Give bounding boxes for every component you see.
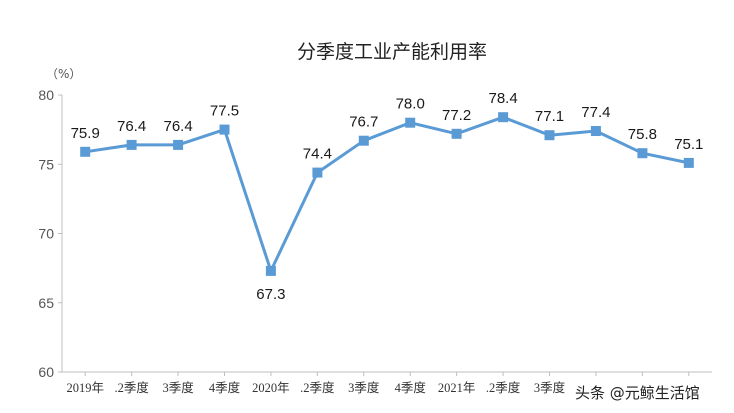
data-label: 67.3: [256, 286, 285, 303]
data-label: 76.7: [349, 114, 378, 131]
y-tick-labels: 60 65 70 75 80: [38, 87, 62, 380]
y-tick-label: 80: [38, 87, 54, 103]
data-point: [80, 146, 91, 157]
data-point: [498, 112, 509, 123]
x-tick-label: .2季度: [114, 380, 149, 395]
axes: [61, 95, 712, 373]
data-label: 78.0: [396, 96, 425, 113]
series-line: [84, 115, 690, 273]
y-tick-label: 65: [38, 295, 54, 311]
data-label: 76.4: [117, 118, 146, 135]
data-point: [451, 128, 462, 139]
x-tick-label: 3季度: [534, 380, 566, 395]
data-label: 75.9: [71, 125, 100, 142]
data-point: [544, 130, 555, 141]
data-label: 74.4: [303, 146, 332, 163]
x-tick-label: 2021年: [438, 381, 476, 395]
x-tick-label: .2季度: [300, 380, 335, 395]
data-label: 78.4: [488, 90, 517, 107]
x-tick-label: 3季度: [162, 380, 194, 395]
watermark: 头条 @元鲸生活馆: [575, 384, 700, 402]
y-axis-unit: （%）: [46, 67, 81, 81]
series-capacity-utilization: 75.9 76.4 76.4 77.5 67.3 74.4 76.7 78.0 77.2 78.4…: [71, 90, 704, 303]
data-point: [637, 148, 648, 159]
chart-title: 分季度工业产能利用率: [297, 41, 487, 63]
x-tick-label: 2020年: [252, 381, 290, 395]
watermark-text: 头条 @元鲸生活馆: [575, 384, 700, 402]
data-point: [219, 124, 230, 135]
x-tick-label: 2019年: [66, 381, 104, 395]
x-tick-label: 3季度: [348, 380, 380, 395]
data-point: [265, 265, 276, 276]
data-point: [683, 157, 694, 168]
data-label: 77.2: [442, 107, 471, 124]
data-label: 77.4: [581, 104, 610, 121]
data-label: 77.5: [210, 103, 239, 120]
x-tick-label: 4季度: [209, 380, 241, 395]
data-point: [358, 135, 369, 146]
y-tick-label: 60: [38, 364, 54, 380]
y-tick-label: 75: [38, 156, 54, 172]
data-label: 76.4: [163, 118, 192, 135]
x-tick-label: 4季度: [395, 380, 427, 395]
x-tick-label: .2季度: [486, 380, 521, 395]
data-point: [173, 139, 184, 150]
data-point: [590, 126, 601, 136]
data-label: 77.1: [535, 108, 564, 125]
data-label: 75.1: [674, 136, 703, 153]
data-label: 75.8: [628, 126, 657, 143]
y-tick-label: 70: [38, 226, 54, 242]
data-point: [405, 117, 416, 128]
x-tick-labels: 2019年 .2季度 3季度 4季度 2020年 .2季度 3季度 4季度 2021年 .2季度 3…: [66, 372, 690, 395]
data-point: [312, 167, 323, 178]
data-point: [126, 139, 137, 150]
